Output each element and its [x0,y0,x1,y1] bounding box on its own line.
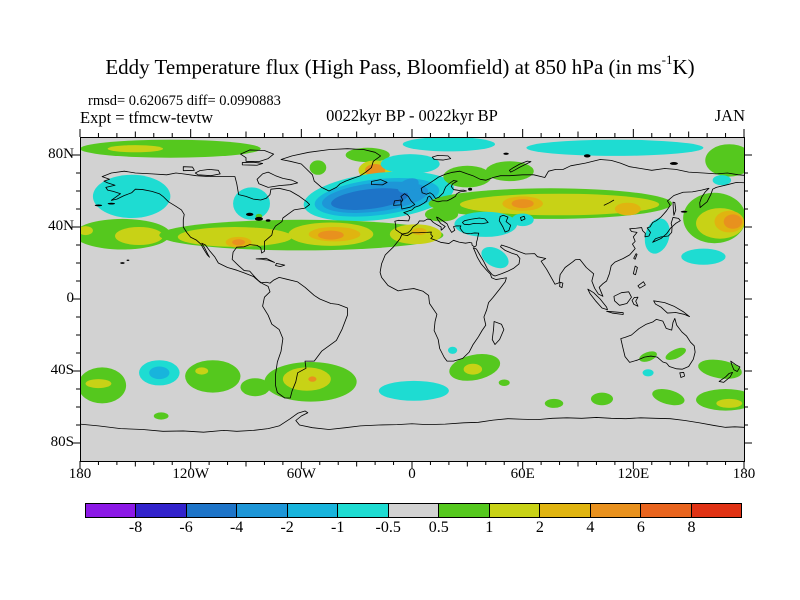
small-island-lake-mark [680,210,688,213]
anomaly-region-south-pacific-west-yellow [85,379,112,389]
lon-axis-label: 60W [286,466,316,482]
colorbar [85,503,742,518]
lon-axis-label: 180 [732,466,756,482]
anomaly-region-arctic-barents-cyan [402,137,495,152]
anomaly-region-greenland-w-green [309,160,327,175]
colorbar-label: 2 [535,519,544,536]
lat-axis-label: 0 [66,290,75,307]
colorbar-label: 8 [687,519,696,536]
anomaly-region-barents-svalbard-cyan [380,154,440,174]
anomaly-region-subtropical-pacific-cyan [681,248,726,265]
lat-axis-label: 40N [48,218,74,235]
anomaly-region-algeria-gold [412,227,427,236]
month-label: JAN [714,106,745,125]
anomaly-region-south-atlantic-cyan [378,380,449,401]
anomaly-region-se-africa-yellow [463,363,483,375]
anomaly-region-fennoscandia-green [443,165,492,188]
colorbar-label: -6 [179,519,193,536]
experiment-label: Expt = tfmcw-tevtw [80,108,214,127]
anomaly-region-nw-pacific-orange [723,214,743,229]
colorbar-segment [287,504,339,517]
lat-axis-label: 80N [48,146,74,163]
anomaly-region-arctic-band-west-green [80,139,261,158]
colorbar-label: -1 [331,519,345,536]
anomaly-region-arctic-siberia-cyan [526,139,704,156]
colorbar-segment [590,504,642,517]
anomaly-region-south-australia-cyan-dot [642,369,654,377]
anomaly-region-south-pacific-skyblue-core [149,366,170,380]
colorbar-label: -2 [280,519,294,536]
colorbar-label: 0.5 [428,519,449,536]
anomaly-region-antarctic-green-dot [153,412,169,420]
lon-axis-label: 180 [68,466,92,482]
title-superscript: -1 [661,52,673,67]
small-island-lake-mark [669,162,678,165]
page-title: Eddy Temperature flux (High Pass, Bloomf… [0,52,800,80]
small-island-lake-mark [254,216,263,221]
colorbar-segment [540,504,591,517]
small-island-lake-mark [583,154,591,158]
lon-axis-label: 60E [510,466,535,482]
anomaly-region-patagonia-orange-dot [308,376,317,382]
colorbar-segment [86,504,137,517]
anomaly-region-pacific-band-yellow [115,227,163,245]
anomaly-region-patagonia-yellow [282,367,331,391]
colorbar-segment [338,504,389,517]
colorbar-label: -0.5 [375,519,401,536]
small-island-lake-mark [107,202,116,205]
colorbar-segment [388,504,440,517]
map-plot [80,137,744,461]
small-island-lake-mark [126,259,130,262]
lon-axis-label: 0 [408,466,416,482]
stats-text: rmsd= 0.620675 diff= 0.0990883 [88,93,281,109]
anomaly-region-s-indian-green-dot-3 [590,392,614,406]
anomaly-region-s-indian-green-dot-1 [498,379,510,386]
colorbar-label: 4 [586,519,595,536]
period-label: 0022kyr BP - 0022kyr BP [326,106,498,125]
lat-axis-label: 40S [50,362,74,379]
lon-axis-label: 120E [617,466,650,482]
small-island-lake-mark [265,219,271,222]
anomaly-region-sw-pacific-yellow [716,398,743,408]
anomaly-region-ne-china-gold [614,202,641,216]
anomaly-region-s-indian-green-dot-2 [544,398,564,408]
colorbar-segment [489,504,541,517]
anomaly-region-chukotka-cyan [712,175,732,186]
small-island-lake-mark [94,204,103,207]
colorbar-label: 6 [636,519,645,536]
colorbar-segment [641,504,692,517]
anomaly-region-atlantic-orange-core [317,230,344,240]
colorbar-segment [691,504,742,517]
anomaly-region-urals-orange [511,199,534,209]
colorbar-segment [186,504,238,517]
anomaly-region-south-africa-cyan-dot [447,346,458,354]
colorbar-label: -8 [128,519,143,536]
anomaly-region-texas-orange [232,239,246,246]
small-island-lake-mark [246,212,254,217]
small-island-lake-mark [468,187,473,191]
lat-axis-label: 80S [50,434,74,451]
small-island-lake-mark [503,152,509,155]
anomaly-region-se-pacific-green [185,360,241,393]
colorbar-label: 1 [485,519,494,536]
colorbar-label: -4 [229,519,244,536]
anomaly-region-se-pacific-yellow-dot [195,367,209,375]
colorbar-segment [237,504,288,517]
small-island-lake-mark [120,262,125,264]
title-text: Eddy Temperature flux (High Pass, Bloomf… [105,55,662,79]
colorbar-segment [439,504,490,517]
anomaly-region-arctic-band-west-yellow [107,145,163,153]
title-units-end: K) [672,55,695,79]
lon-axis-label: 120W [172,466,209,482]
colorbar-segment [136,504,187,517]
